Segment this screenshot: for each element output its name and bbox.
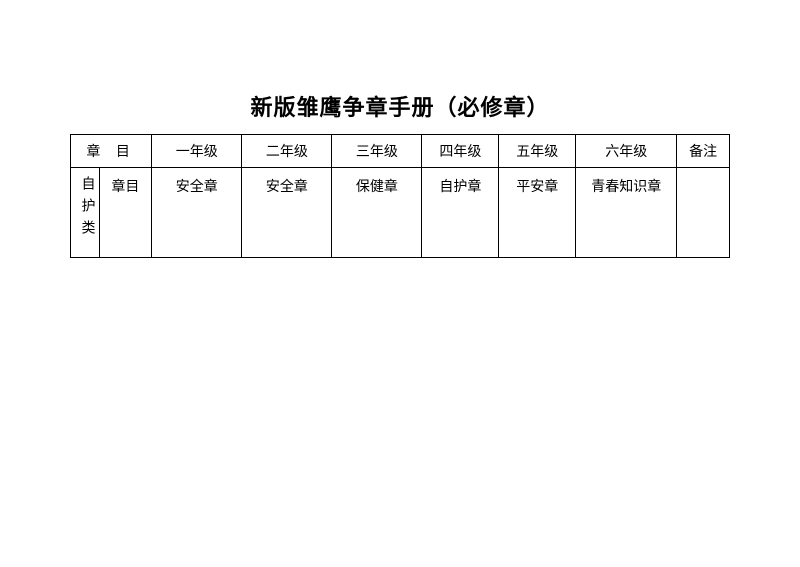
header-grade2: 二年级 [242,135,332,168]
cell-grade2: 安全章 [242,168,332,258]
badge-table: 章 目 一年级 二年级 三年级 四年级 五年级 六年级 备注 自护类 章目 安全… [70,134,730,258]
document-container: 新版雏鹰争章手册（必修章） 章 目 一年级 二年级 三年级 四年级 五年级 六年… [70,90,730,258]
header-grade6: 六年级 [576,135,677,168]
cell-grade3: 保健章 [332,168,422,258]
cell-grade1: 安全章 [152,168,242,258]
category-vertical: 自护类 [71,168,100,258]
header-grade3: 三年级 [332,135,422,168]
header-grade1: 一年级 [152,135,242,168]
subcategory: 章目 [99,168,152,258]
header-grade4: 四年级 [422,135,499,168]
table-header-row: 章 目 一年级 二年级 三年级 四年级 五年级 六年级 备注 [71,135,730,168]
table-row: 自护类 章目 安全章 安全章 保健章 自护章 平安章 青春知识章 [71,168,730,258]
cell-grade6: 青春知识章 [576,168,677,258]
cell-note [677,168,730,258]
cell-grade4: 自护章 [422,168,499,258]
cell-grade5: 平安章 [499,168,576,258]
header-chapter: 章 目 [71,135,152,168]
page-title: 新版雏鹰争章手册（必修章） [70,90,730,122]
header-note: 备注 [677,135,730,168]
header-grade5: 五年级 [499,135,576,168]
